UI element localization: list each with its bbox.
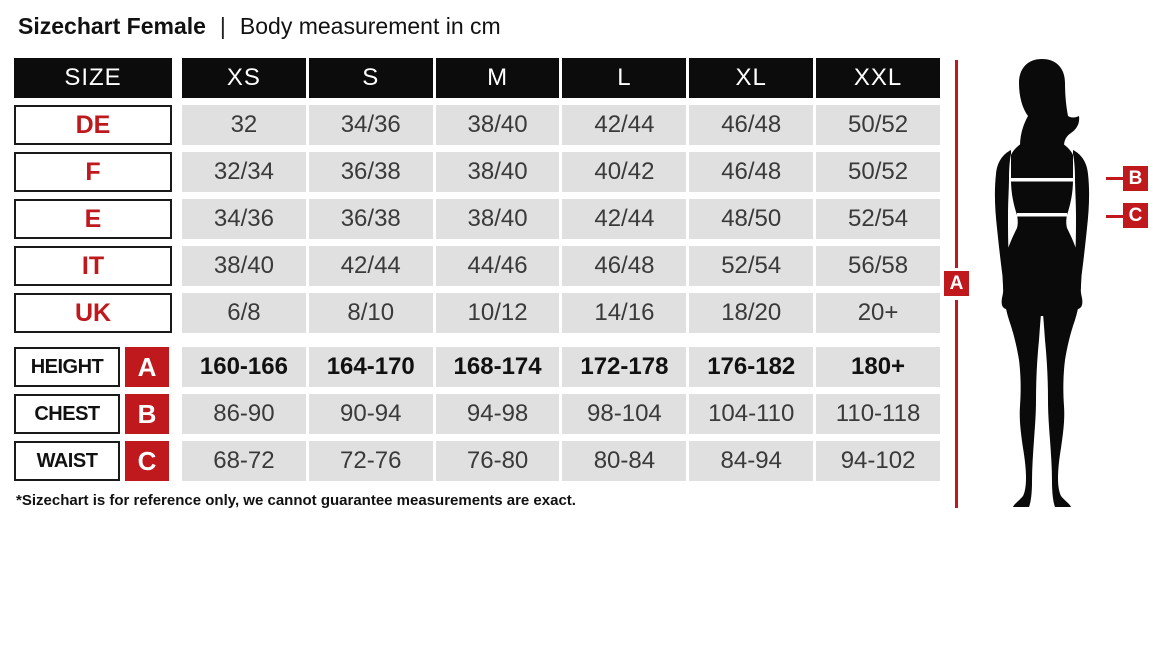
size-value-cell: 52/54 [689, 246, 814, 286]
title-main: Sizechart Female [18, 13, 206, 39]
table-row-height: HEIGHT A 160-166 164-170 168-174 172-178… [14, 347, 940, 387]
sizechart-table: SIZE XS S M L XL XXL DE 32 34/36 38/40 4… [14, 58, 940, 488]
waist-value-cell: 84-94 [689, 441, 814, 481]
size-value-cell: 42/44 [308, 246, 433, 286]
waist-value-cell: 68-72 [182, 441, 306, 481]
row-label-de: DE [14, 105, 172, 145]
size-value-cell: 8/10 [308, 293, 433, 333]
size-value-cell: 56/58 [816, 246, 940, 286]
size-value-cell: 50/52 [816, 152, 940, 192]
figure-marker-a: A [944, 271, 969, 296]
height-value-cell: 164-170 [308, 347, 433, 387]
table-row-it: IT 38/40 42/44 44/46 46/48 52/54 56/58 [14, 246, 940, 286]
waist-value-cell: 72-76 [308, 441, 433, 481]
height-value-cell: 168-174 [435, 347, 560, 387]
size-value-cell: 32 [182, 105, 306, 145]
marker-badge-c: C [125, 441, 169, 481]
female-silhouette-image [994, 59, 1090, 507]
height-value-cell: 176-182 [689, 347, 814, 387]
measurement-label-chest: CHEST [14, 394, 120, 434]
size-value-cell: 44/46 [435, 246, 560, 286]
size-value-cell: 38/40 [435, 105, 560, 145]
column-header-size: SIZE [14, 58, 172, 98]
height-line-top [955, 60, 958, 268]
column-header-xxl: XXL [816, 58, 940, 98]
measurement-label-height: HEIGHT [14, 347, 120, 387]
measurement-label-waist: WAIST [14, 441, 120, 481]
row-label-e: E [14, 199, 172, 239]
table-row-f: F 32/34 36/38 38/40 40/42 46/48 50/52 [14, 152, 940, 192]
chest-tick [1106, 177, 1123, 180]
figure-marker-c: C [1123, 203, 1148, 228]
title-separator: | [219, 13, 226, 39]
size-value-cell: 18/20 [689, 293, 814, 333]
table-row-chest: CHEST B 86-90 90-94 94-98 98-104 104-110… [14, 394, 940, 434]
size-value-cell: 6/8 [182, 293, 306, 333]
size-value-cell: 46/48 [689, 105, 814, 145]
row-label-f: F [14, 152, 172, 192]
row-label-uk: UK [14, 293, 172, 333]
size-value-cell: 48/50 [689, 199, 814, 239]
size-value-cell: 34/36 [182, 199, 306, 239]
size-value-cell: 40/42 [562, 152, 687, 192]
table-header-row: SIZE XS S M L XL XXL [14, 58, 940, 98]
figure-marker-b: B [1123, 166, 1148, 191]
table-row-uk: UK 6/8 8/10 10/12 14/16 18/20 20+ [14, 293, 940, 333]
size-value-cell: 36/38 [308, 199, 433, 239]
size-value-cell: 20+ [816, 293, 940, 333]
column-header-s: S [308, 58, 433, 98]
chest-value-cell: 98-104 [562, 394, 687, 434]
column-header-xs: XS [182, 58, 306, 98]
size-value-cell: 42/44 [562, 199, 687, 239]
size-value-cell: 10/12 [435, 293, 560, 333]
size-value-cell: 38/40 [182, 246, 306, 286]
column-header-l: L [562, 58, 687, 98]
chest-value-cell: 104-110 [689, 394, 814, 434]
table-row-waist: WAIST C 68-72 72-76 76-80 80-84 84-94 94… [14, 441, 940, 481]
size-value-cell: 32/34 [182, 152, 306, 192]
chest-value-cell: 94-98 [435, 394, 560, 434]
column-header-xl: XL [689, 58, 814, 98]
chest-value-cell: 90-94 [308, 394, 433, 434]
footnote: *Sizechart is for reference only, we can… [16, 492, 576, 509]
waist-line [1017, 213, 1067, 217]
size-value-cell: 38/40 [435, 199, 560, 239]
size-value-cell: 42/44 [562, 105, 687, 145]
waist-value-cell: 94-102 [816, 441, 940, 481]
height-value-cell: 180+ [816, 347, 940, 387]
waist-value-cell: 76-80 [435, 441, 560, 481]
marker-badge-a: A [125, 347, 169, 387]
marker-badge-b: B [125, 394, 169, 434]
chest-value-cell: 86-90 [182, 394, 306, 434]
table-row-de: DE 32 34/36 38/40 42/44 46/48 50/52 [14, 105, 940, 145]
waist-tick [1106, 215, 1123, 218]
height-value-cell: 160-166 [182, 347, 306, 387]
size-value-cell: 50/52 [816, 105, 940, 145]
size-value-cell: 38/40 [435, 152, 560, 192]
chest-line [1011, 178, 1073, 182]
table-row-e: E 34/36 36/38 38/40 42/44 48/50 52/54 [14, 199, 940, 239]
title-subtitle: Body measurement in cm [239, 13, 501, 39]
chest-value-cell: 110-118 [816, 394, 940, 434]
size-value-cell: 36/38 [308, 152, 433, 192]
column-header-m: M [435, 58, 560, 98]
row-label-it: IT [14, 246, 172, 286]
waist-value-cell: 80-84 [562, 441, 687, 481]
page-title: Sizechart Female | Body measurement in c… [18, 13, 501, 40]
size-value-cell: 34/36 [308, 105, 433, 145]
size-value-cell: 14/16 [562, 293, 687, 333]
height-line-bottom [955, 300, 958, 508]
height-value-cell: 172-178 [562, 347, 687, 387]
size-value-cell: 52/54 [816, 199, 940, 239]
size-value-cell: 46/48 [562, 246, 687, 286]
size-value-cell: 46/48 [689, 152, 814, 192]
